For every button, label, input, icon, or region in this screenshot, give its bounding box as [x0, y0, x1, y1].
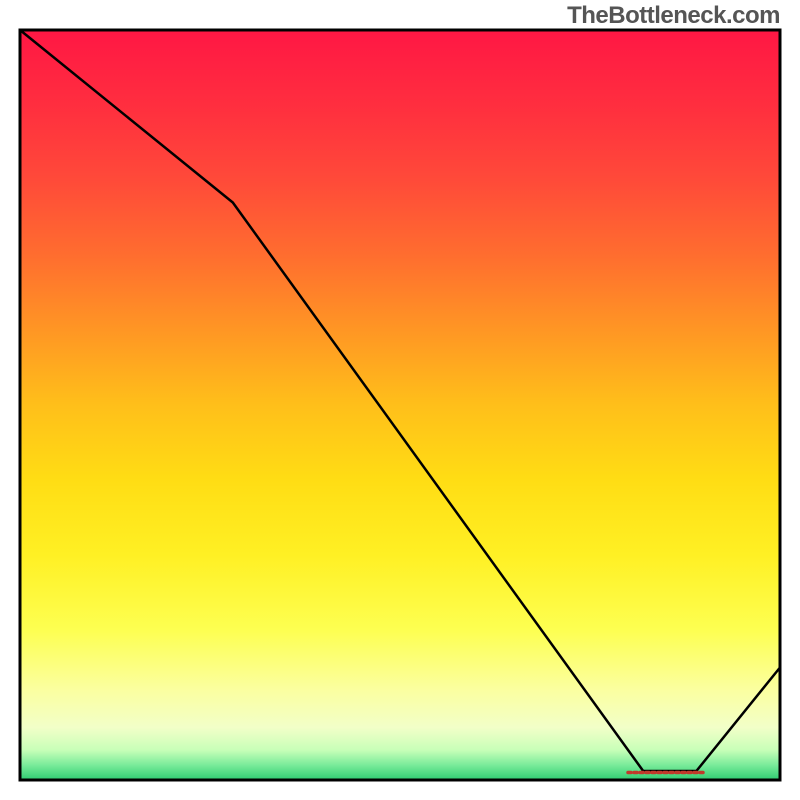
gradient-background — [20, 30, 780, 780]
watermark-text: TheBottleneck.com — [567, 2, 780, 30]
chart-container: TheBottleneck.com — [0, 0, 800, 800]
bottleneck-chart — [0, 0, 800, 800]
